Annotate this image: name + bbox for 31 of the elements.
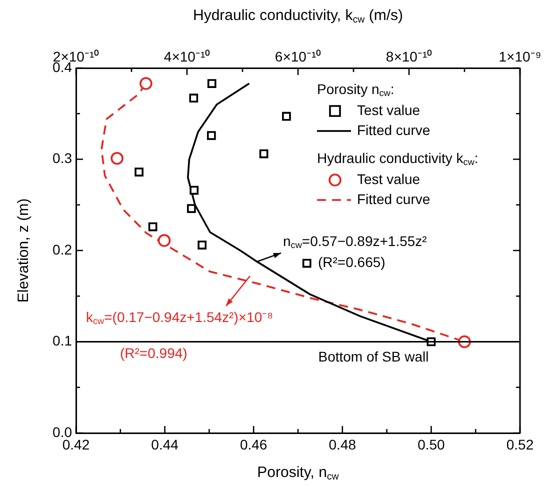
x2-tick-label: 1×10⁻⁹ bbox=[498, 48, 542, 64]
point bbox=[187, 204, 196, 213]
point bbox=[198, 240, 207, 250]
point bbox=[189, 94, 198, 103]
point bbox=[148, 222, 158, 232]
text: 0.50 bbox=[418, 436, 445, 452]
point bbox=[190, 186, 199, 195]
annotation: (R²=0.665) bbox=[318, 254, 386, 270]
x2-tick-label: 8×10⁻¹⁰ bbox=[386, 48, 432, 64]
point bbox=[302, 258, 312, 268]
x-tick-label: 0.52 bbox=[506, 436, 534, 452]
legend-label: Fitted curve bbox=[357, 190, 430, 207]
x-tick-label: 0.44 bbox=[151, 436, 179, 452]
x2-tick-label: 6×10⁻¹⁰ bbox=[274, 48, 322, 64]
point bbox=[259, 149, 268, 158]
point bbox=[206, 131, 216, 140]
x-tick-label: 0.48 bbox=[328, 436, 356, 452]
legend-label: Fitted curve bbox=[357, 122, 430, 138]
y-tick-label: 0.3 bbox=[52, 150, 72, 166]
annotation: (R²=0.994) bbox=[120, 344, 188, 361]
x-tick-label: 0.46 bbox=[240, 436, 268, 452]
point bbox=[282, 112, 291, 121]
point bbox=[134, 168, 144, 176]
x2-tick-label: 4×10⁻¹⁰ bbox=[164, 48, 210, 64]
y-axis-title: Elevation, z (m) bbox=[15, 198, 32, 303]
point bbox=[207, 79, 216, 88]
legend-label: Test value bbox=[357, 102, 420, 118]
y-tick-label: 0.1 bbox=[52, 332, 72, 349]
ref-line-label: Bottom of SB wall bbox=[318, 348, 429, 365]
y-tick-label: 0.2 bbox=[52, 241, 72, 258]
legend-label: Test value bbox=[357, 170, 420, 187]
